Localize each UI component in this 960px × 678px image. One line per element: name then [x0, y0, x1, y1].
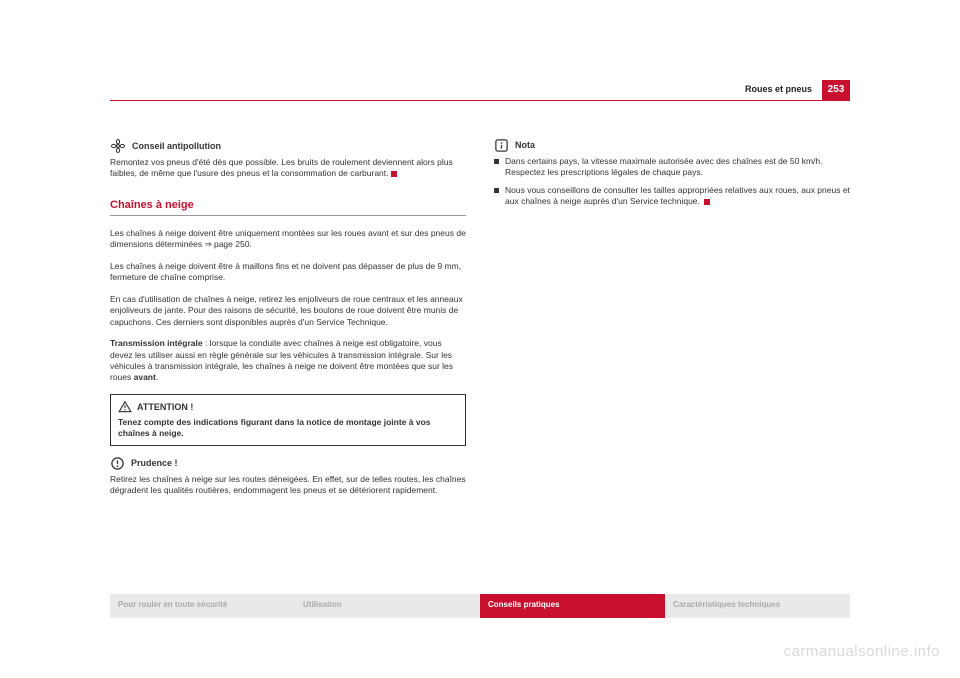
content-columns: Conseil antipollution Remontez vos pneus… — [110, 132, 850, 507]
left-column: Conseil antipollution Remontez vos pneus… — [110, 132, 466, 507]
manual-page: Roues et pneus 253 Conseil antipollution — [110, 80, 850, 600]
para-1: Les chaînes à neige doivent être uniquem… — [110, 228, 466, 251]
prudence-heading: Prudence ! — [110, 456, 466, 471]
warning-triangle-icon — [118, 400, 132, 414]
watermark: carmanualsonline.info — [784, 643, 940, 660]
bullet-dot-icon — [494, 159, 499, 164]
attention-box: ATTENTION ! Tenez compte des indications… — [110, 394, 466, 446]
tab-tech-spec[interactable]: Caractéristiques techniques — [665, 594, 850, 618]
info-icon — [494, 138, 509, 153]
prudence-text: Retirez les chaînes à neige sur les rout… — [110, 474, 466, 497]
bullet-1: Dans certains pays, la vitesse maximale … — [494, 156, 850, 179]
caution-circle-icon — [110, 456, 125, 471]
section-title: Chaînes à neige — [110, 198, 466, 213]
attention-text: Tenez compte des indications figurant da… — [118, 417, 458, 440]
footer-tabs: Pour rouler en toute sécurité Utilisatio… — [110, 594, 850, 618]
end-marker — [704, 199, 710, 205]
header-rule — [110, 100, 850, 101]
tab-practical-tips[interactable]: Conseils pratiques — [480, 594, 665, 618]
nota-heading: Nota — [494, 138, 850, 153]
conseil-heading: Conseil antipollution — [110, 138, 466, 154]
flower-icon — [110, 138, 126, 154]
right-column: Nota Dans certains pays, la vitesse maxi… — [494, 132, 850, 507]
attention-heading: ATTENTION ! — [118, 400, 458, 414]
end-marker — [391, 171, 397, 177]
para-2: Les chaînes à neige doivent être à maill… — [110, 261, 466, 284]
nota-label: Nota — [515, 139, 535, 151]
para-4: Transmission intégrale : lorsque la cond… — [110, 338, 466, 384]
header-right: Roues et pneus 253 — [745, 80, 850, 100]
nota-bullets: Dans certains pays, la vitesse maximale … — [494, 156, 850, 208]
section-rule — [110, 215, 466, 216]
page-header: Roues et pneus 253 — [110, 80, 850, 104]
conseil-label: Conseil antipollution — [132, 140, 221, 152]
page-number: 253 — [822, 80, 850, 100]
prudence-label: Prudence ! — [131, 457, 178, 469]
bullet-2: Nous vous conseillons de consulter les t… — [494, 185, 850, 208]
tab-usage[interactable]: Utilisation — [295, 594, 480, 618]
bullet-dot-icon — [494, 188, 499, 193]
tab-safety[interactable]: Pour rouler en toute sécurité — [110, 594, 295, 618]
section-name: Roues et pneus — [745, 80, 822, 100]
attention-label: ATTENTION ! — [137, 401, 193, 413]
para-3: En cas d'utilisation de chaînes à neige,… — [110, 294, 466, 328]
conseil-text: Remontez vos pneus d'été dès que possibl… — [110, 157, 466, 180]
